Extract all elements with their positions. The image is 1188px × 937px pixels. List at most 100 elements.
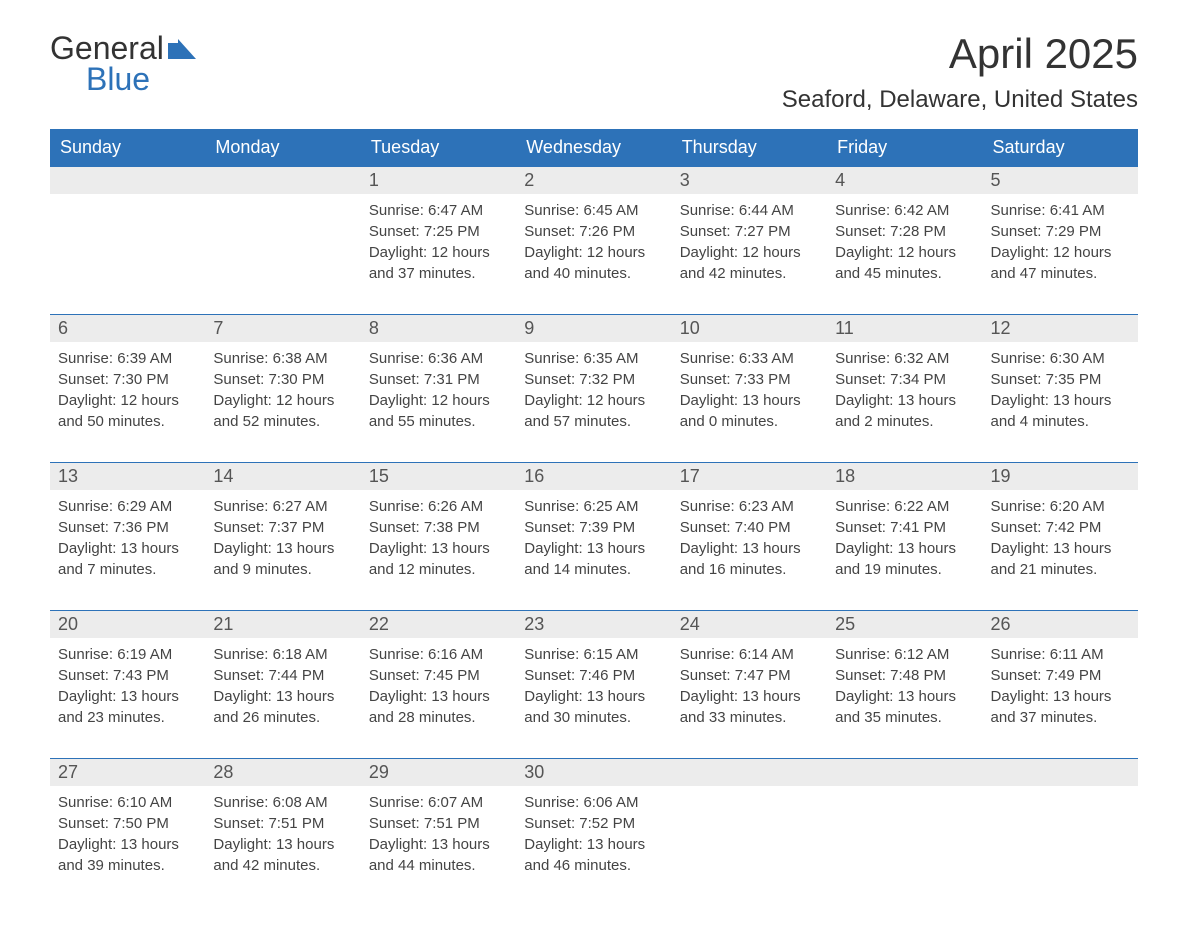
sunset-line: Sunset: 7:51 PM — [213, 813, 352, 834]
calendar-cell: 23Sunrise: 6:15 AMSunset: 7:46 PMDayligh… — [516, 611, 671, 759]
day-content — [672, 786, 827, 802]
calendar-cell: 17Sunrise: 6:23 AMSunset: 7:40 PMDayligh… — [672, 463, 827, 611]
daylight-line: Daylight: 13 hours and 44 minutes. — [369, 834, 508, 876]
day-content: Sunrise: 6:12 AMSunset: 7:48 PMDaylight:… — [827, 638, 982, 738]
day-content: Sunrise: 6:30 AMSunset: 7:35 PMDaylight:… — [983, 342, 1138, 442]
day-header: Monday — [205, 129, 360, 167]
day-content: Sunrise: 6:08 AMSunset: 7:51 PMDaylight:… — [205, 786, 360, 886]
sunrise-line: Sunrise: 6:12 AM — [835, 644, 974, 665]
sunrise-line: Sunrise: 6:30 AM — [991, 348, 1130, 369]
calendar-cell: 12Sunrise: 6:30 AMSunset: 7:35 PMDayligh… — [983, 315, 1138, 463]
day-content: Sunrise: 6:18 AMSunset: 7:44 PMDaylight:… — [205, 638, 360, 738]
calendar-cell: 27Sunrise: 6:10 AMSunset: 7:50 PMDayligh… — [50, 759, 205, 907]
daylight-line: Daylight: 12 hours and 52 minutes. — [213, 390, 352, 432]
daylight-line: Daylight: 13 hours and 0 minutes. — [680, 390, 819, 432]
day-number: 1 — [361, 167, 516, 194]
daylight-line: Daylight: 13 hours and 35 minutes. — [835, 686, 974, 728]
brand-text-2: Blue — [50, 61, 150, 98]
sunrise-line: Sunrise: 6:27 AM — [213, 496, 352, 517]
day-content: Sunrise: 6:41 AMSunset: 7:29 PMDaylight:… — [983, 194, 1138, 294]
sunrise-line: Sunrise: 6:08 AM — [213, 792, 352, 813]
calendar-cell: 14Sunrise: 6:27 AMSunset: 7:37 PMDayligh… — [205, 463, 360, 611]
sunrise-line: Sunrise: 6:42 AM — [835, 200, 974, 221]
sunset-line: Sunset: 7:38 PM — [369, 517, 508, 538]
day-content: Sunrise: 6:42 AMSunset: 7:28 PMDaylight:… — [827, 194, 982, 294]
day-number: 22 — [361, 611, 516, 638]
sunrise-line: Sunrise: 6:36 AM — [369, 348, 508, 369]
calendar-cell: 4Sunrise: 6:42 AMSunset: 7:28 PMDaylight… — [827, 167, 982, 315]
day-number: 13 — [50, 463, 205, 490]
sunset-line: Sunset: 7:32 PM — [524, 369, 663, 390]
calendar-cell: 21Sunrise: 6:18 AMSunset: 7:44 PMDayligh… — [205, 611, 360, 759]
header-row: General Blue April 2025 Seaford, Delawar… — [50, 30, 1138, 114]
day-number: 23 — [516, 611, 671, 638]
day-content: Sunrise: 6:29 AMSunset: 7:36 PMDaylight:… — [50, 490, 205, 590]
daylight-line: Daylight: 13 hours and 46 minutes. — [524, 834, 663, 876]
day-number: 7 — [205, 315, 360, 342]
title-block: April 2025 Seaford, Delaware, United Sta… — [782, 30, 1138, 114]
sunrise-line: Sunrise: 6:20 AM — [991, 496, 1130, 517]
day-number: 29 — [361, 759, 516, 786]
day-content: Sunrise: 6:32 AMSunset: 7:34 PMDaylight:… — [827, 342, 982, 442]
sunset-line: Sunset: 7:50 PM — [58, 813, 197, 834]
sunset-line: Sunset: 7:41 PM — [835, 517, 974, 538]
day-content: Sunrise: 6:47 AMSunset: 7:25 PMDaylight:… — [361, 194, 516, 294]
day-number: 6 — [50, 315, 205, 342]
calendar-cell: 22Sunrise: 6:16 AMSunset: 7:45 PMDayligh… — [361, 611, 516, 759]
sunrise-line: Sunrise: 6:18 AM — [213, 644, 352, 665]
sunset-line: Sunset: 7:30 PM — [213, 369, 352, 390]
day-number: 26 — [983, 611, 1138, 638]
day-number: 10 — [672, 315, 827, 342]
calendar-cell: 20Sunrise: 6:19 AMSunset: 7:43 PMDayligh… — [50, 611, 205, 759]
day-content: Sunrise: 6:38 AMSunset: 7:30 PMDaylight:… — [205, 342, 360, 442]
calendar-cell: 13Sunrise: 6:29 AMSunset: 7:36 PMDayligh… — [50, 463, 205, 611]
day-content: Sunrise: 6:45 AMSunset: 7:26 PMDaylight:… — [516, 194, 671, 294]
calendar-cell: 25Sunrise: 6:12 AMSunset: 7:48 PMDayligh… — [827, 611, 982, 759]
calendar-table: SundayMondayTuesdayWednesdayThursdayFrid… — [50, 129, 1138, 907]
day-content — [205, 194, 360, 210]
daylight-line: Daylight: 13 hours and 9 minutes. — [213, 538, 352, 580]
daylight-line: Daylight: 13 hours and 37 minutes. — [991, 686, 1130, 728]
day-content — [50, 194, 205, 210]
daylight-line: Daylight: 13 hours and 12 minutes. — [369, 538, 508, 580]
sunset-line: Sunset: 7:42 PM — [991, 517, 1130, 538]
day-content — [827, 786, 982, 802]
sunrise-line: Sunrise: 6:15 AM — [524, 644, 663, 665]
sunrise-line: Sunrise: 6:14 AM — [680, 644, 819, 665]
daylight-line: Daylight: 12 hours and 45 minutes. — [835, 242, 974, 284]
sunset-line: Sunset: 7:33 PM — [680, 369, 819, 390]
daylight-line: Daylight: 13 hours and 33 minutes. — [680, 686, 819, 728]
daylight-line: Daylight: 13 hours and 30 minutes. — [524, 686, 663, 728]
sunrise-line: Sunrise: 6:45 AM — [524, 200, 663, 221]
sunset-line: Sunset: 7:51 PM — [369, 813, 508, 834]
sunset-line: Sunset: 7:36 PM — [58, 517, 197, 538]
sunrise-line: Sunrise: 6:16 AM — [369, 644, 508, 665]
day-number: 27 — [50, 759, 205, 786]
sunrise-line: Sunrise: 6:33 AM — [680, 348, 819, 369]
location-text: Seaford, Delaware, United States — [782, 86, 1138, 114]
brand-logo: General Blue — [50, 30, 196, 98]
day-content: Sunrise: 6:19 AMSunset: 7:43 PMDaylight:… — [50, 638, 205, 738]
sunset-line: Sunset: 7:45 PM — [369, 665, 508, 686]
day-number — [672, 759, 827, 786]
day-content: Sunrise: 6:36 AMSunset: 7:31 PMDaylight:… — [361, 342, 516, 442]
daylight-line: Daylight: 13 hours and 2 minutes. — [835, 390, 974, 432]
sunrise-line: Sunrise: 6:22 AM — [835, 496, 974, 517]
day-number: 18 — [827, 463, 982, 490]
calendar-week: 20Sunrise: 6:19 AMSunset: 7:43 PMDayligh… — [50, 611, 1138, 759]
sunrise-line: Sunrise: 6:19 AM — [58, 644, 197, 665]
sunrise-line: Sunrise: 6:06 AM — [524, 792, 663, 813]
day-number: 30 — [516, 759, 671, 786]
calendar-cell: 5Sunrise: 6:41 AMSunset: 7:29 PMDaylight… — [983, 167, 1138, 315]
sunset-line: Sunset: 7:47 PM — [680, 665, 819, 686]
calendar-cell: 1Sunrise: 6:47 AMSunset: 7:25 PMDaylight… — [361, 167, 516, 315]
sunset-line: Sunset: 7:40 PM — [680, 517, 819, 538]
calendar-cell: 24Sunrise: 6:14 AMSunset: 7:47 PMDayligh… — [672, 611, 827, 759]
day-number: 21 — [205, 611, 360, 638]
day-number: 28 — [205, 759, 360, 786]
sunrise-line: Sunrise: 6:26 AM — [369, 496, 508, 517]
calendar-cell: 11Sunrise: 6:32 AMSunset: 7:34 PMDayligh… — [827, 315, 982, 463]
day-number: 11 — [827, 315, 982, 342]
calendar-body: 1Sunrise: 6:47 AMSunset: 7:25 PMDaylight… — [50, 167, 1138, 907]
daylight-line: Daylight: 13 hours and 19 minutes. — [835, 538, 974, 580]
